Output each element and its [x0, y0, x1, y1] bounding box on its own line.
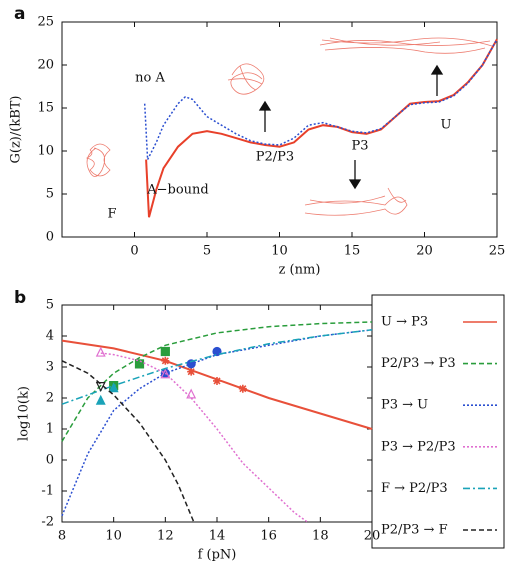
- legend-label: F → P2/P3: [381, 481, 448, 496]
- x-tick-label: 16: [260, 529, 277, 544]
- series-line: [145, 38, 498, 218]
- y-tick-label: 0: [46, 453, 54, 468]
- legend-label: P3 → P2/P3: [381, 439, 456, 454]
- marker: [95, 394, 106, 405]
- x-tick-label: 10: [105, 529, 122, 544]
- marker: [160, 346, 170, 357]
- panel-label: a: [14, 4, 25, 24]
- y-tick-label: 2: [46, 391, 54, 406]
- marker: [186, 388, 197, 399]
- y-tick-label: 5: [46, 298, 54, 313]
- x-tick-label: 25: [489, 244, 506, 259]
- annotation: A−bound: [146, 183, 209, 198]
- plot-frame: [61, 304, 373, 523]
- x-tick-label: 20: [364, 529, 381, 544]
- y-tick-label: 15: [37, 101, 54, 116]
- y-tick-label: 0: [46, 230, 54, 245]
- x-tick-label: 15: [344, 244, 361, 259]
- marker: [186, 359, 196, 369]
- y-tick-label: 1: [46, 422, 54, 437]
- x-tick-label: 18: [312, 529, 329, 544]
- legend-label: P3 → U: [381, 398, 428, 413]
- annotation: F: [107, 207, 116, 222]
- plot-frame: [61, 21, 498, 238]
- x-tick-label: 8: [58, 529, 66, 544]
- y-axis-label: log10(k): [17, 386, 32, 441]
- series-line: [61, 360, 195, 523]
- legend-label: P2/P3 → F: [381, 523, 448, 538]
- annotation: no A: [135, 71, 165, 86]
- protein-icons: [85, 37, 493, 216]
- y-tick-label: 10: [37, 144, 54, 159]
- legend-label: P2/P3 → P3: [381, 356, 456, 371]
- series-line: [100, 352, 308, 523]
- arrows: [258, 64, 444, 190]
- marker: [95, 346, 106, 357]
- x-tick-label: 14: [209, 529, 226, 544]
- marker: [187, 367, 196, 376]
- y-tick-label: 4: [46, 329, 54, 344]
- marker: [238, 384, 247, 393]
- marker: [108, 382, 119, 393]
- x-tick-label: 10: [271, 244, 288, 259]
- series-line: [143, 38, 498, 163]
- y-tick-label: 3: [46, 360, 54, 375]
- x-axis-label: f (pN): [198, 548, 237, 563]
- marker: [160, 368, 171, 379]
- y-axis-label: G(z)/(kBT): [9, 95, 24, 163]
- x-tick-label: 20: [416, 244, 433, 259]
- series-line: [61, 329, 373, 405]
- y-tick-label: -1: [41, 484, 54, 499]
- x-tick-label: 0: [130, 244, 138, 259]
- y-tick-label: 25: [37, 15, 54, 30]
- marker: [95, 382, 106, 392]
- panel-label: b: [14, 288, 26, 308]
- annotation: U: [441, 118, 452, 133]
- series-line: [61, 321, 373, 442]
- marker: [161, 356, 170, 365]
- x-tick-label: 12: [157, 529, 174, 544]
- legend-box: [371, 294, 505, 549]
- marker: [213, 376, 221, 385]
- legend-label: U → P3: [381, 315, 428, 330]
- y-tick-label: -2: [41, 515, 54, 530]
- x-axis-label: z (nm): [279, 263, 321, 278]
- x-tick-label: 5: [203, 244, 211, 259]
- annotation: P3: [351, 139, 368, 154]
- series-line: [61, 329, 373, 517]
- y-tick-label: 5: [46, 187, 54, 202]
- annotation: P2/P3: [256, 150, 294, 165]
- marker: [134, 359, 145, 369]
- y-tick-label: 20: [37, 58, 54, 73]
